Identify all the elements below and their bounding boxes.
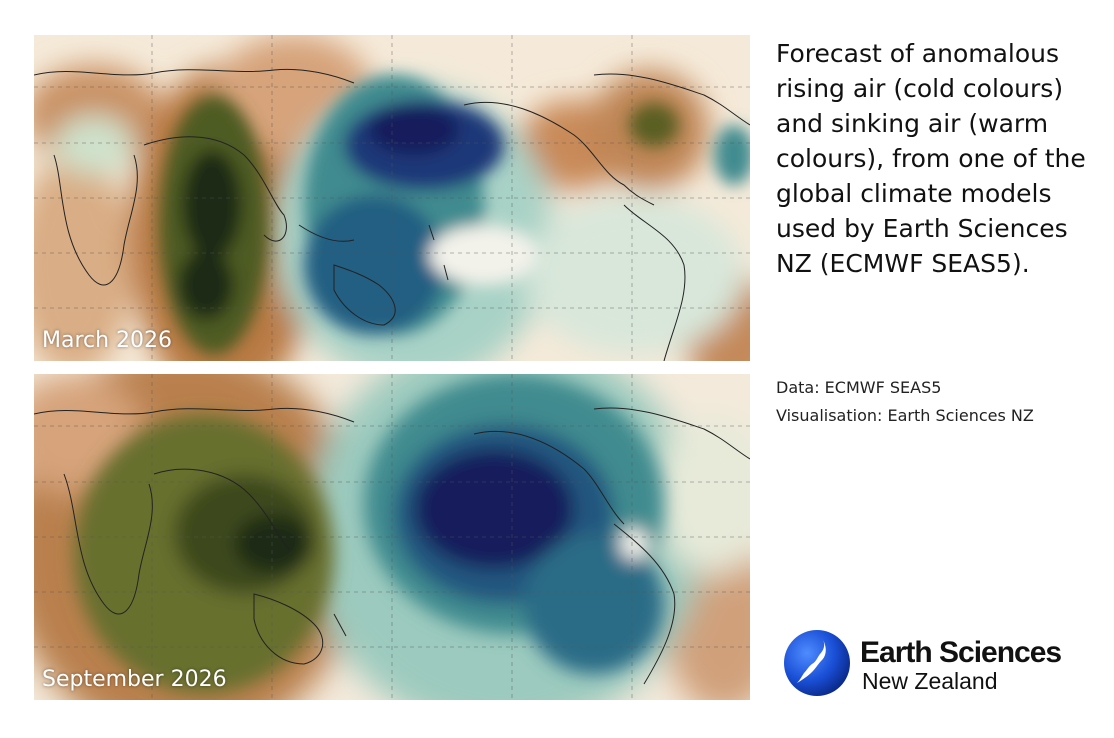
figure-caption: Forecast of anomalous rising air (cold c… <box>776 39 1086 278</box>
map-panel-september: September 2026 <box>34 374 750 700</box>
logo-line-2: New Zealand <box>862 668 998 694</box>
globe-icon <box>784 630 850 696</box>
credits: Data: ECMWF SEAS5 Visualisation: Earth S… <box>776 374 1034 430</box>
anomaly-map-september <box>34 374 750 700</box>
panel-label-september: September 2026 <box>42 667 227 692</box>
panel-label-march: March 2026 <box>42 328 173 353</box>
logo-line-1: Earth Sciences <box>860 636 1062 669</box>
map-panel-march: March 2026 <box>34 35 750 361</box>
visualisation-credit: Visualisation: Earth Sciences NZ <box>776 406 1034 425</box>
anomaly-map-march <box>34 35 750 361</box>
earth-sciences-nz-logo: Earth Sciences New Zealand <box>782 628 1082 700</box>
data-credit: Data: ECMWF SEAS5 <box>776 378 942 397</box>
